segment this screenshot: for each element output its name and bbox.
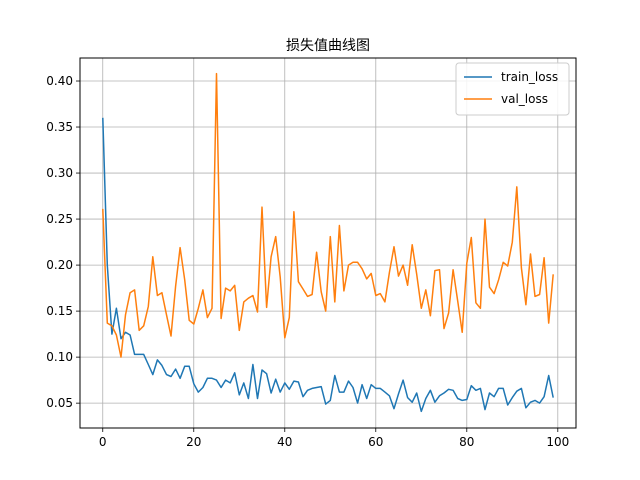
x-tick-label: 0 [99, 435, 107, 449]
y-tick-label: 0.35 [46, 120, 73, 134]
legend-box [455, 62, 570, 116]
y-tick-label: 0.30 [46, 166, 73, 180]
axis-ticks: 0 20 40 60 80 100 0.05 0.10 0.15 0.20 0.25 0.30 0.35… [46, 74, 569, 449]
y-tick-label: 0.15 [46, 304, 73, 318]
x-tick-label: 100 [546, 435, 569, 449]
x-tick-label: 80 [459, 435, 474, 449]
y-tick-label: 0.05 [46, 396, 73, 410]
x-tick-label: 40 [277, 435, 292, 449]
legend: train_loss val_loss [455, 62, 570, 116]
y-tick-label: 0.25 [46, 212, 73, 226]
y-tick-label: 0.40 [46, 74, 73, 88]
plot-frame [79, 57, 577, 429]
x-tick-label: 60 [368, 435, 383, 449]
y-tick-label: 0.20 [46, 258, 73, 272]
legend-label: train_loss [501, 70, 558, 84]
y-tick-label: 0.10 [46, 350, 73, 364]
x-tick-label: 20 [186, 435, 201, 449]
chart-title: 损失值曲线图 [286, 38, 370, 54]
series-lines [102, 72, 554, 413]
series-line-train-loss [102, 117, 554, 413]
legend-label: val_loss [501, 92, 548, 106]
series-line-val-loss [102, 72, 554, 358]
